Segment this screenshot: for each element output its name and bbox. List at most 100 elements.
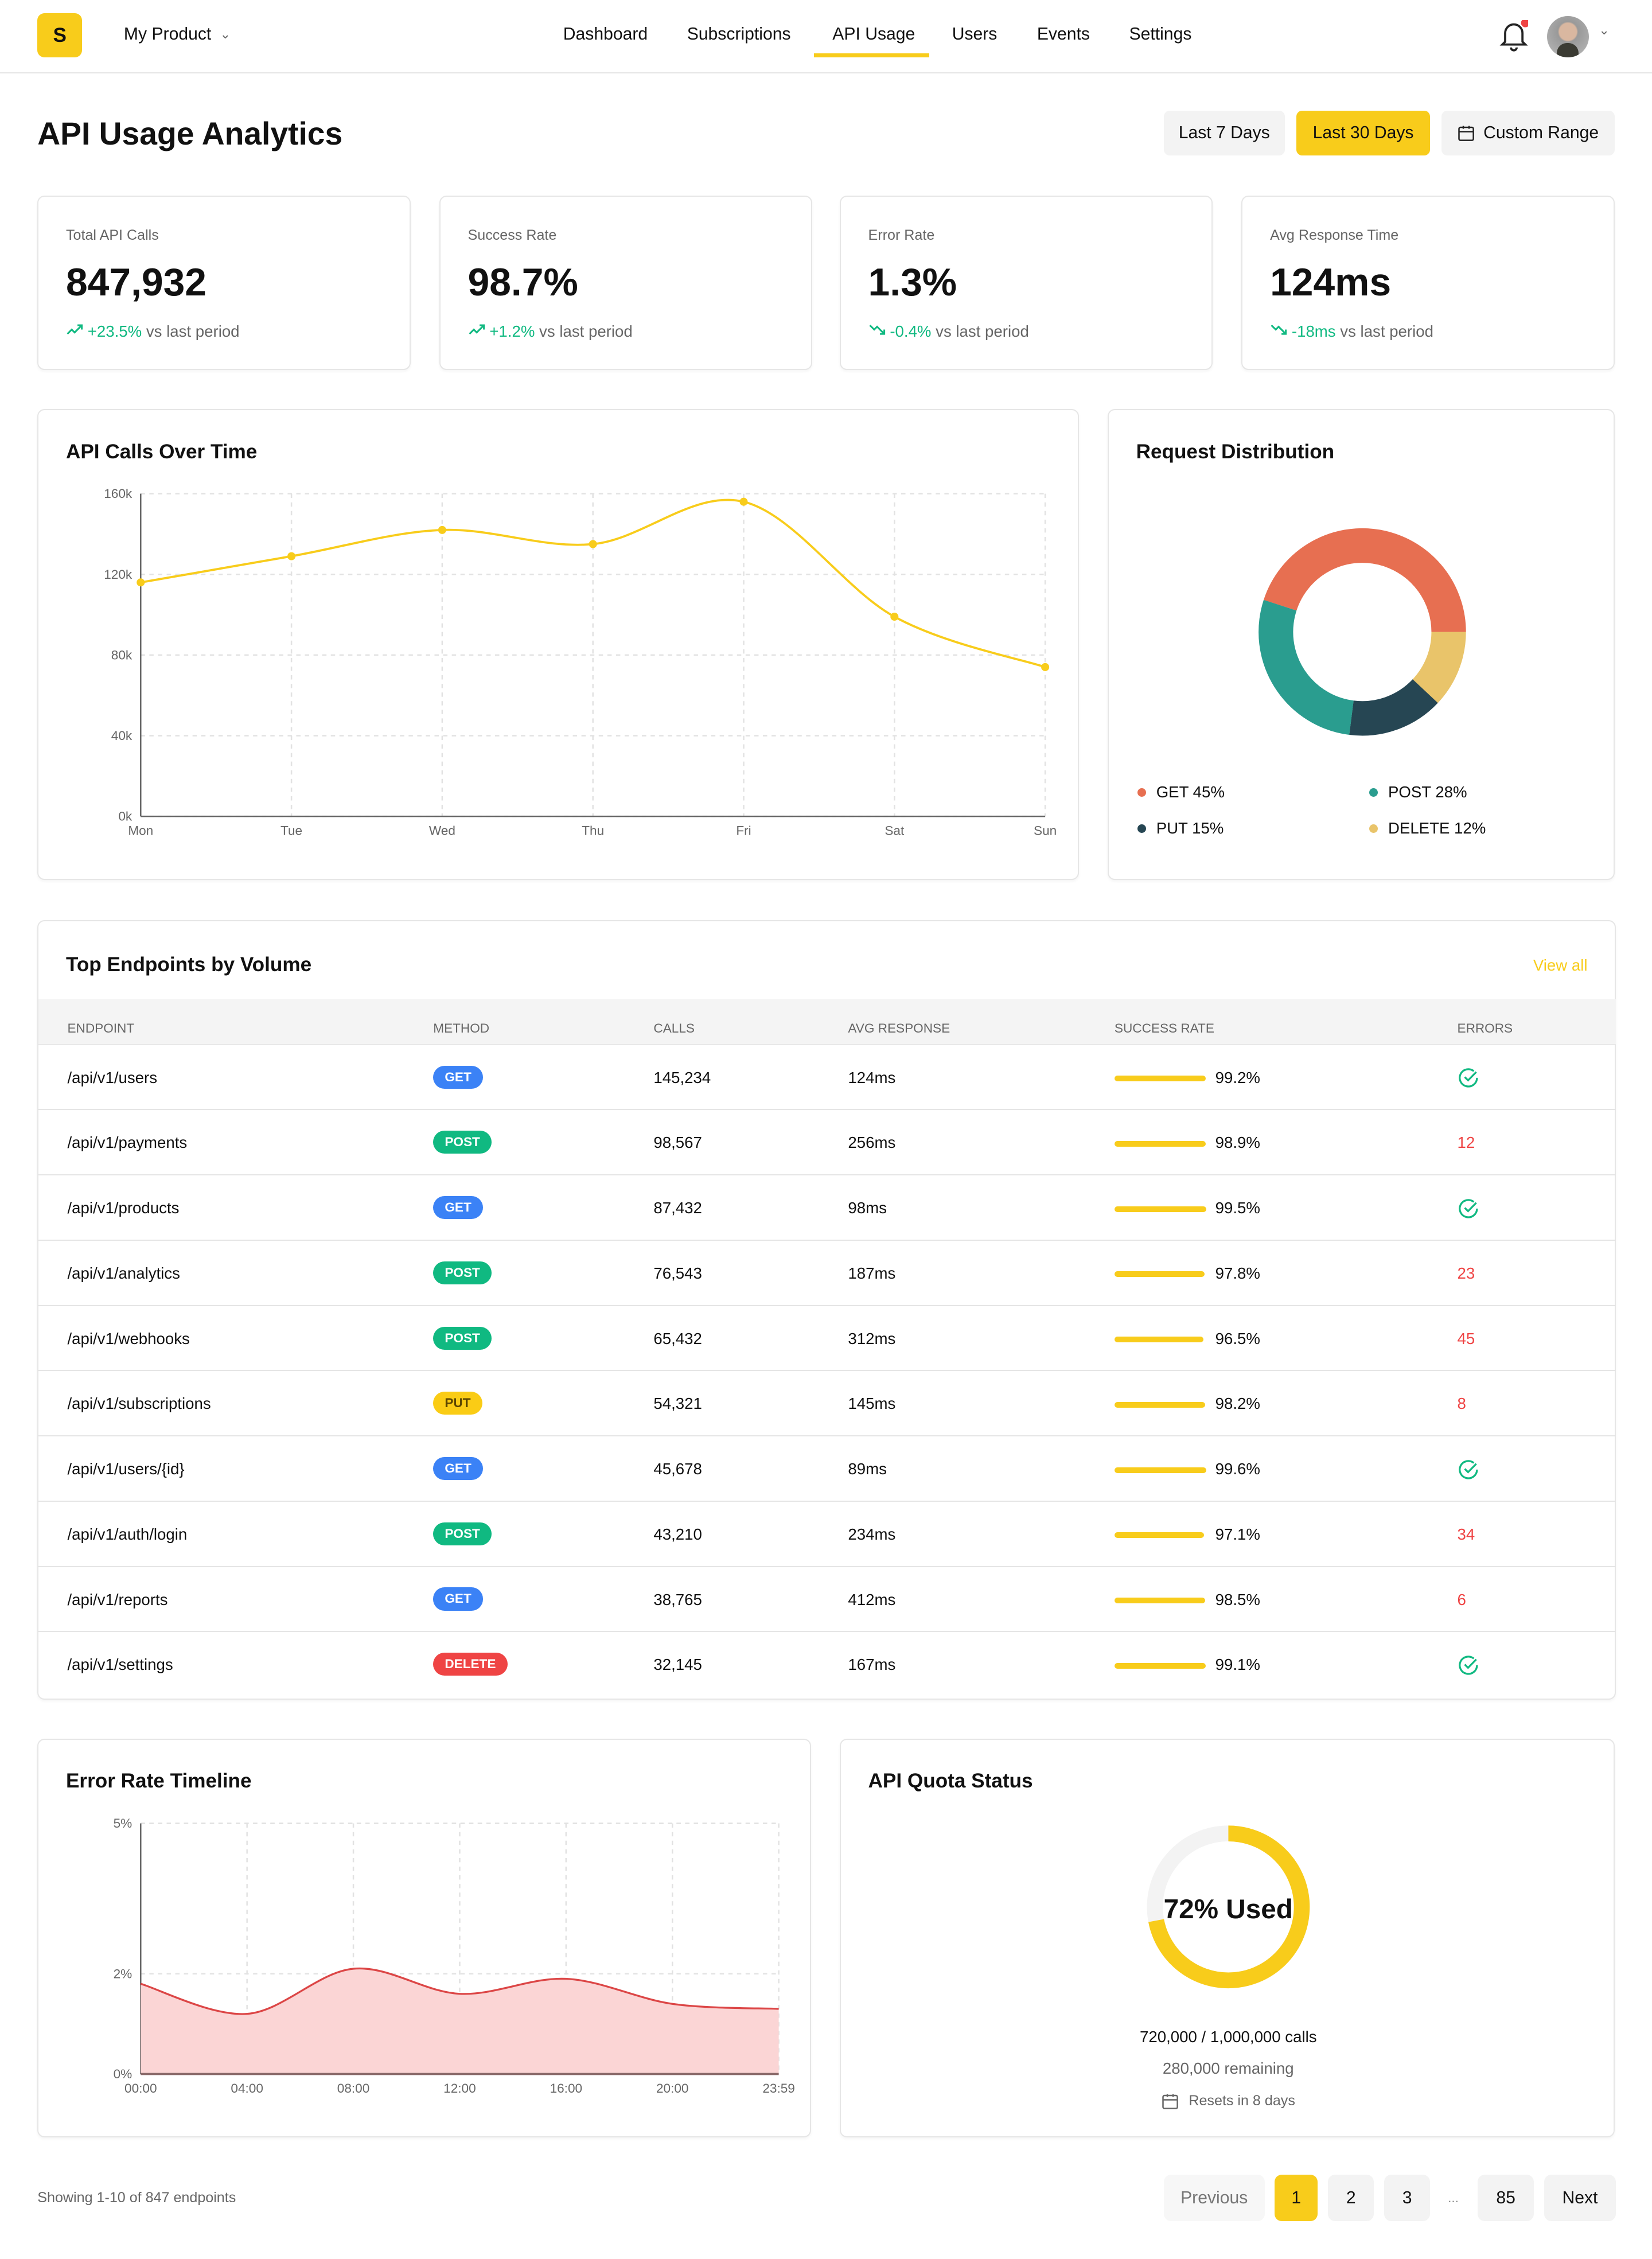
legend-item: PUT 15%	[1137, 819, 1224, 838]
view-all-link[interactable]: View all	[1533, 956, 1588, 974]
slice-post	[1259, 528, 1466, 736]
column-header[interactable]: METHOD	[433, 1021, 490, 1035]
range-label: Last 7 Days	[1178, 123, 1270, 143]
next-page-button[interactable]: Next	[1544, 2175, 1616, 2221]
page-85-button[interactable]: 85	[1478, 2175, 1534, 2221]
avg-response: 234ms	[848, 1525, 896, 1543]
error-area	[141, 1968, 779, 2074]
column-header[interactable]: CALLS	[653, 1021, 695, 1035]
range-last-30-days[interactable]: Last 30 Days	[1296, 111, 1431, 156]
table-row[interactable]: /api/v1/products GET 87,432 98ms 99.5%	[38, 1176, 1616, 1241]
stat-change-suffix: vs last period	[146, 322, 240, 340]
calls-value: 38,765	[653, 1590, 702, 1608]
error-count: 23	[1457, 1264, 1475, 1282]
method-badge: POST	[433, 1522, 492, 1545]
error-count: 34	[1457, 1525, 1475, 1543]
success-rate: 99.2%	[1215, 1068, 1260, 1086]
legend-label: PUT 15%	[1156, 819, 1224, 838]
chart-title: Error Rate Timeline	[65, 1770, 252, 1793]
stat-card: Total API Calls 847,932 +23.5% vs last p…	[37, 196, 411, 371]
table-row[interactable]: /api/v1/users/{id} GET 45,678 89ms 99.6%	[38, 1437, 1616, 1502]
product-switcher[interactable]: My Product ⌄	[124, 25, 231, 44]
endpoint-path: /api/v1/users	[67, 1068, 158, 1086]
nav-settings[interactable]: Settings	[1129, 24, 1192, 44]
y-tick-label: 40k	[111, 729, 133, 743]
x-tick-label: 00:00	[124, 2081, 157, 2096]
endpoint-path: /api/v1/users/{id}	[67, 1460, 185, 1478]
success-rate-bar	[1114, 1271, 1205, 1277]
calls-value: 43,210	[653, 1525, 702, 1543]
trend-up-icon	[67, 324, 83, 335]
bell-icon[interactable]	[1499, 18, 1530, 57]
x-tick-label: Sun	[1034, 824, 1057, 838]
table-row[interactable]: /api/v1/settings DELETE 32,145 167ms 99.…	[38, 1633, 1615, 1697]
endpoint-path: /api/v1/analytics	[67, 1264, 180, 1282]
table-row[interactable]: /api/v1/subscriptions PUT 54,321 145ms 9…	[38, 1372, 1616, 1437]
calls-value: 45,678	[653, 1460, 702, 1478]
nav-subscriptions[interactable]: Subscriptions	[687, 24, 791, 44]
y-tick-label: 0k	[119, 809, 133, 824]
range-last-7-days[interactable]: Last 7 Days	[1163, 111, 1285, 156]
table-row[interactable]: /api/v1/payments POST 98,567 256ms 98.9%…	[38, 1111, 1616, 1176]
table-row[interactable]: /api/v1/users GET 145,234 124ms 99.2%	[38, 1045, 1616, 1111]
method-badge: POST	[433, 1261, 492, 1284]
y-tick-label: 2%	[114, 1966, 133, 1981]
nav-events[interactable]: Events	[1037, 24, 1090, 44]
method-badge: POST	[433, 1131, 492, 1154]
stat-value: 98.7%	[467, 260, 578, 304]
page-3-button[interactable]: 3	[1384, 2175, 1431, 2221]
app-logo[interactable]: S	[37, 13, 83, 58]
calls-value: 65,432	[653, 1329, 702, 1347]
y-tick-label: 80k	[111, 648, 133, 662]
page-1-button[interactable]: 1	[1275, 2175, 1318, 2221]
stat-change: -18ms	[1291, 322, 1336, 340]
x-tick-label: Mon	[128, 824, 154, 838]
page-2-button[interactable]: 2	[1328, 2175, 1374, 2221]
calendar-icon	[1162, 2094, 1178, 2109]
avg-response: 312ms	[848, 1329, 896, 1347]
quota-percent-label: 72% Used	[1163, 1894, 1293, 1925]
column-header[interactable]: SUCCESS RATE	[1114, 1021, 1214, 1035]
nav-users[interactable]: Users	[952, 24, 998, 44]
table-row[interactable]: /api/v1/reports GET 38,765 412ms 98.5% 6	[38, 1567, 1616, 1633]
table-row[interactable]: /api/v1/webhooks POST 65,432 312ms 96.5%…	[38, 1306, 1616, 1372]
success-rate: 98.2%	[1215, 1395, 1260, 1413]
slice-delete	[1259, 528, 1466, 736]
nav-dashboard[interactable]: Dashboard	[563, 24, 648, 44]
avg-response: 98ms	[848, 1199, 887, 1217]
legend-item: GET 45%	[1137, 783, 1225, 801]
legend-swatch	[1369, 824, 1378, 833]
nav-api-usage[interactable]: API Usage	[832, 24, 915, 44]
success-rate: 98.9%	[1215, 1134, 1260, 1152]
success-rate-bar	[1114, 1467, 1206, 1473]
error-count: 12	[1457, 1134, 1475, 1152]
data-point	[739, 497, 748, 506]
y-tick-label: 0%	[114, 2067, 133, 2081]
calls-value: 54,321	[653, 1395, 702, 1413]
check-circle-icon	[1458, 1198, 1478, 1218]
avatar[interactable]	[1546, 15, 1589, 58]
column-header[interactable]: ERRORS	[1457, 1021, 1513, 1035]
error-count: 6	[1457, 1590, 1466, 1608]
calls-value: 98,567	[653, 1134, 702, 1152]
stat-label: Error Rate	[868, 227, 935, 244]
previous-page-button[interactable]: Previous	[1163, 2175, 1265, 2221]
table-row[interactable]: /api/v1/analytics POST 76,543 187ms 97.8…	[38, 1241, 1616, 1306]
x-tick-label: 12:00	[443, 2081, 476, 2096]
x-tick-label: 20:00	[656, 2081, 689, 2096]
calls-value: 145,234	[653, 1068, 711, 1086]
chevron-down-icon[interactable]: ⌄	[1599, 23, 1610, 38]
method-badge: GET	[433, 1196, 483, 1220]
product-name: My Product	[123, 24, 212, 44]
column-header[interactable]: ENDPOINT	[67, 1021, 135, 1035]
y-tick-label: 5%	[114, 1816, 133, 1830]
table-row[interactable]: /api/v1/auth/login POST 43,210 234ms 97.…	[38, 1502, 1616, 1567]
column-header[interactable]: AVG RESPONSE	[848, 1021, 950, 1035]
range-custom[interactable]: Custom Range	[1441, 111, 1615, 156]
quota-card: API Quota Status 72% Used 720,000 / 1,00…	[839, 1738, 1615, 2138]
success-rate: 97.1%	[1215, 1525, 1260, 1543]
x-tick-label: Sat	[885, 824, 905, 838]
stat-card: Avg Response Time 124ms -18ms vs last pe…	[1241, 196, 1615, 371]
top-nav: S My Product ⌄ Dashboard Subscriptions AP…	[0, 0, 1652, 74]
x-tick-label: 23:59	[763, 2081, 796, 2096]
